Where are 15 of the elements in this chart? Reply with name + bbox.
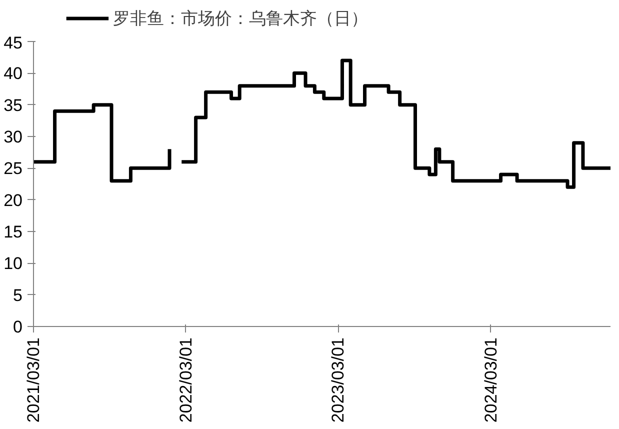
x-tick-label: 2024/03/01 [481, 337, 500, 423]
legend-label: 罗非鱼：市场价：乌鲁木齐（日） [113, 9, 368, 28]
x-tick-label: 2021/03/01 [24, 337, 43, 423]
y-tick-label: 10 [4, 254, 23, 274]
y-tick-label: 40 [4, 64, 23, 84]
y-tick-label: 45 [4, 34, 23, 52]
y-tick-label: 0 [13, 318, 23, 336]
y-tick-label: 25 [4, 159, 23, 178]
y-tick-label: 5 [13, 286, 23, 305]
y-tick-label: 35 [4, 96, 23, 115]
y-tick-label: 15 [4, 222, 23, 242]
x-tick-label: 2022/03/01 [176, 337, 196, 423]
y-tick-label: 20 [4, 190, 23, 210]
y-tick-label: 30 [4, 128, 23, 146]
x-tick-label: 2023/03/01 [328, 337, 348, 423]
